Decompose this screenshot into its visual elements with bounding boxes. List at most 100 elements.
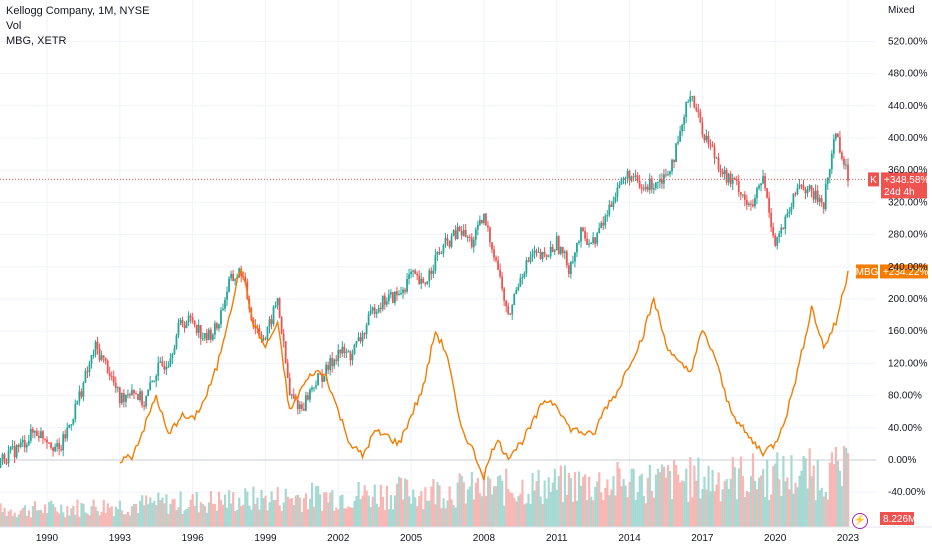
x-tick-label: 2020: [764, 533, 787, 544]
volume-bar: [448, 486, 451, 527]
candle-body: [675, 143, 677, 163]
volume-bar: [521, 479, 524, 527]
y-tick-label: -40.00%: [888, 487, 925, 498]
volume-bar: [497, 476, 500, 527]
volume-bar: [294, 495, 297, 527]
volume-bar: [5, 515, 8, 527]
volume-bar: [814, 500, 817, 527]
candle-body: [745, 199, 748, 205]
candle-body: [179, 319, 182, 323]
volume-bar: [630, 468, 633, 527]
candle-body: [582, 227, 584, 231]
volume-bar: [832, 463, 836, 527]
volume-bar: [608, 495, 611, 527]
candle-body: [557, 236, 560, 254]
volume-bar: [359, 499, 362, 527]
candle-body: [614, 197, 617, 202]
volume-bar: [537, 469, 540, 527]
candle-body: [798, 184, 801, 189]
volume-bar: [161, 497, 164, 527]
candle-body: [44, 438, 46, 440]
volume-bar: [796, 487, 799, 527]
volume-bar: [596, 481, 599, 527]
volume-bar: [70, 508, 73, 527]
candle-body: [112, 376, 115, 383]
volume-bar: [804, 458, 807, 527]
candle-body: [828, 169, 831, 178]
candle-body: [762, 176, 764, 184]
legend-compare-series[interactable]: MBG, XETR: [6, 35, 67, 47]
scale-mode-label[interactable]: Mixed: [888, 5, 915, 16]
k-price-badge[interactable]: K +348.58%24d 4h: [868, 172, 929, 199]
candle-body: [191, 317, 194, 321]
legend-main-series[interactable]: Kellogg Company, 1M, NYSE: [6, 5, 150, 17]
volume-bar: [822, 496, 825, 527]
candle-body: [511, 305, 514, 315]
candle-body: [124, 394, 127, 402]
candle-body: [727, 173, 730, 183]
volume-bar: [664, 477, 668, 527]
candle-body: [205, 332, 208, 340]
lightning-icon[interactable]: ⚡: [852, 513, 868, 529]
volume-bar: [701, 489, 704, 527]
mbg-symbol-badge: [856, 264, 878, 279]
candle-body: [725, 170, 728, 183]
x-tick-label: 2005: [400, 533, 423, 544]
volume-bar: [219, 499, 223, 527]
candle-body: [436, 251, 439, 256]
volume-bar: [588, 476, 591, 527]
candle-body: [608, 204, 611, 216]
candle-body: [592, 237, 595, 243]
candle-body: [731, 178, 734, 184]
volume-value-badge[interactable]: 8.226M: [880, 512, 916, 525]
candle-body: [474, 229, 477, 240]
volume-bar: [276, 487, 279, 527]
candle-body: [375, 312, 378, 314]
volume-bar: [391, 509, 395, 527]
candle-body: [580, 227, 582, 242]
candle-body: [634, 175, 637, 177]
volume-bar: [46, 512, 49, 527]
volume-bar: [68, 515, 71, 527]
candle-body: [270, 319, 273, 325]
volume-bar: [323, 492, 326, 527]
volume-bar: [517, 496, 520, 527]
volume-bar: [104, 513, 107, 527]
candle-body: [776, 237, 779, 246]
volume-bar: [41, 513, 45, 527]
volume-bar: [193, 505, 196, 527]
candle-body: [19, 442, 22, 447]
volume-bar: [258, 509, 261, 527]
volume-bar: [329, 492, 332, 527]
volume-bar: [519, 493, 522, 527]
candle-body: [381, 295, 384, 310]
volume-bar: [495, 485, 498, 527]
volume-bar: [446, 500, 449, 527]
x-tick-label: 1990: [36, 533, 59, 544]
volume-bar: [31, 506, 35, 527]
candle-body: [197, 324, 200, 333]
volume-bar: [772, 466, 775, 527]
volume-bar: [681, 480, 684, 527]
volume-bar: [132, 503, 136, 527]
volume-bar: [155, 505, 158, 527]
candle-body: [244, 276, 247, 282]
candle-body: [396, 291, 398, 296]
mbg-price-badge[interactable]: MBG +234.22%: [856, 264, 929, 279]
candle-body: [432, 270, 435, 274]
volume-bar: [468, 486, 471, 527]
candle-body: [389, 292, 392, 295]
candle-body: [456, 226, 459, 239]
candle-body: [78, 391, 81, 402]
volume-bar: [666, 464, 670, 527]
legend-volume[interactable]: Vol: [6, 20, 22, 32]
volume-bar: [185, 508, 188, 527]
volume-bar: [213, 503, 217, 527]
volume-bar: [179, 491, 182, 527]
candle-body: [489, 227, 491, 243]
volume-bar: [145, 495, 148, 527]
candle-body: [254, 325, 257, 329]
candle-body: [606, 215, 609, 217]
